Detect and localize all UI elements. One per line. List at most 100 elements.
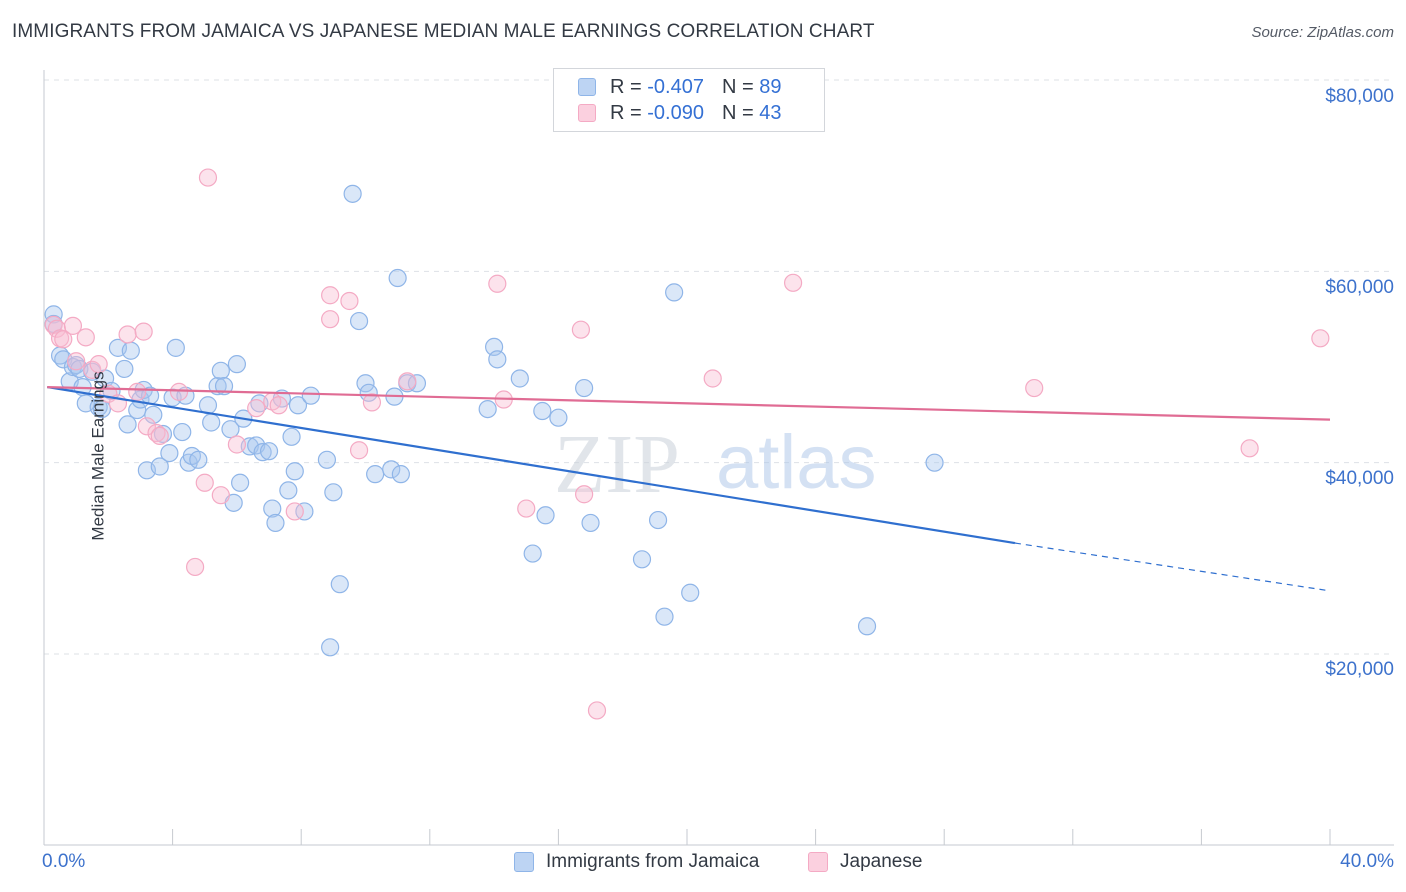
- y-tick-label: $40,000: [1325, 468, 1394, 489]
- point-japanese: [134, 322, 153, 341]
- data-points: [44, 168, 1330, 720]
- y-tick-label: $60,000: [1325, 277, 1394, 298]
- point-japanese: [517, 499, 536, 518]
- point-japanese: [63, 316, 83, 335]
- point-jamaica: [166, 338, 185, 357]
- grid-lines: [44, 79, 1394, 655]
- legend-r-value: -0.407: [647, 75, 704, 98]
- point-jamaica: [259, 442, 279, 461]
- point-japanese: [571, 320, 591, 339]
- bottom-legend: Immigrants from Jamaica Japanese: [0, 851, 1406, 877]
- y-axis-label: Median Male Earnings: [88, 371, 108, 541]
- point-japanese: [169, 382, 189, 401]
- point-japanese: [340, 291, 359, 311]
- legend-n-value: 89: [759, 75, 782, 98]
- point-japanese: [321, 310, 340, 329]
- bottom-legend-swatch-jamaica: [514, 852, 534, 872]
- point-jamaica: [533, 401, 552, 421]
- point-jamaica: [478, 399, 497, 419]
- point-japanese: [247, 399, 266, 418]
- trend-lines: [47, 385, 1331, 592]
- watermark-atlas: atlas: [716, 420, 877, 505]
- point-japanese: [362, 393, 382, 412]
- point-jamaica: [279, 481, 298, 500]
- point-japanese: [587, 701, 607, 720]
- point-jamaica: [189, 450, 208, 469]
- point-jamaica: [665, 283, 684, 302]
- trend-line-jamaica: [47, 386, 1016, 545]
- point-jamaica: [632, 550, 652, 569]
- legend-n-value: 43: [759, 101, 782, 124]
- legend-r-value: -0.090: [647, 101, 704, 124]
- point-jamaica: [160, 444, 179, 463]
- point-japanese: [211, 486, 230, 505]
- bottom-legend-japanese: Japanese: [808, 851, 922, 873]
- point-jamaica: [63, 357, 83, 377]
- point-japanese: [198, 168, 218, 187]
- point-japanese: [54, 330, 73, 349]
- point-jamaica: [211, 361, 230, 380]
- point-jamaica: [317, 450, 337, 469]
- point-jamaica: [575, 378, 594, 398]
- point-japanese: [349, 441, 369, 460]
- point-jamaica: [681, 583, 700, 602]
- legend-swatch-jamaica: [578, 78, 596, 96]
- point-jamaica: [92, 399, 111, 419]
- bottom-legend-label: Japanese: [840, 851, 923, 872]
- point-jamaica: [285, 462, 304, 481]
- bottom-legend-jamaica: Immigrants from Jamaica: [514, 851, 759, 873]
- source-label: Source: ZipAtlas.com: [1251, 24, 1394, 41]
- point-japanese: [195, 473, 214, 492]
- point-jamaica: [488, 350, 507, 369]
- point-jamaica: [925, 453, 944, 472]
- point-jamaica: [295, 502, 314, 521]
- point-jamaica: [857, 617, 877, 636]
- legend-r-label: R =: [610, 75, 648, 98]
- point-jamaica: [536, 506, 555, 525]
- point-jamaica: [359, 383, 378, 402]
- legend-swatch-japanese: [578, 104, 596, 122]
- point-jamaica: [321, 638, 340, 657]
- point-japanese: [285, 502, 304, 521]
- y-tick-label: $20,000: [1325, 659, 1394, 680]
- x-tick-label-min: 0.0%: [42, 851, 86, 872]
- point-japanese: [227, 435, 246, 454]
- point-jamaica: [388, 268, 407, 288]
- bottom-legend-label: Immigrants from Jamaica: [546, 851, 760, 872]
- point-jamaica: [227, 355, 246, 374]
- point-jamaica: [549, 408, 568, 427]
- point-jamaica: [324, 483, 343, 502]
- legend-row-jamaica: R = -0.407 N = 89: [578, 75, 781, 99]
- point-jamaica: [144, 405, 163, 424]
- legend-box: R = -0.407 N = 89 R = -0.090 N = 43: [553, 68, 825, 132]
- watermark-zip: ZIP: [554, 418, 680, 511]
- point-japanese: [575, 485, 594, 504]
- point-japanese: [488, 274, 507, 293]
- point-japanese: [67, 352, 86, 371]
- point-japanese: [703, 369, 722, 388]
- point-japanese: [783, 273, 803, 292]
- point-jamaica: [330, 575, 349, 594]
- y-tick-label: $80,000: [1325, 86, 1394, 107]
- point-jamaica: [202, 413, 221, 432]
- point-jamaica: [231, 473, 250, 492]
- point-jamaica: [221, 420, 240, 439]
- point-jamaica: [382, 460, 401, 479]
- point-japanese: [1311, 329, 1330, 348]
- point-jamaica: [118, 415, 137, 434]
- point-jamaica: [253, 443, 272, 462]
- point-jamaica: [655, 607, 674, 626]
- point-japanese: [76, 328, 95, 347]
- point-jamaica: [581, 513, 600, 533]
- point-jamaica: [153, 424, 173, 444]
- legend-r-label: R =: [610, 101, 648, 124]
- legend-row-japanese: R = -0.090 N = 43: [578, 101, 781, 125]
- point-jamaica: [173, 422, 192, 442]
- point-japanese: [89, 355, 108, 374]
- point-japanese: [398, 372, 417, 391]
- point-jamaica: [523, 544, 542, 563]
- point-japanese: [147, 423, 166, 443]
- point-jamaica: [150, 457, 169, 476]
- axes: [43, 70, 1394, 846]
